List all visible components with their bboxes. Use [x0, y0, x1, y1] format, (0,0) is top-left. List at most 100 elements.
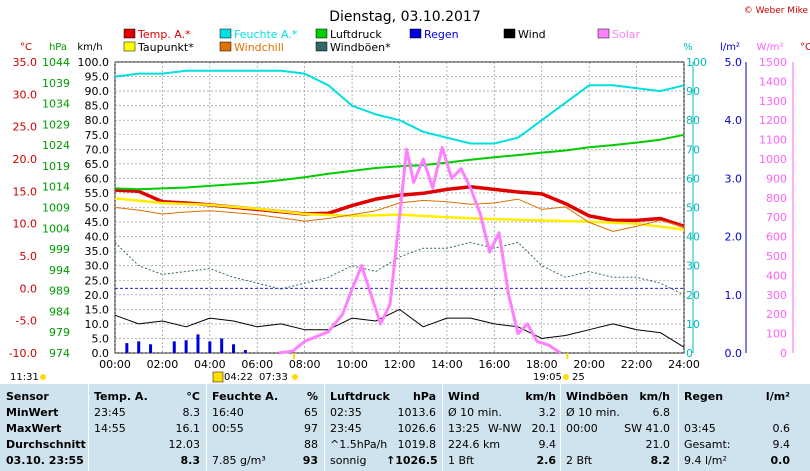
table-cell: 1026.6 — [397, 422, 437, 435]
table-cell: Ø 10 min. — [448, 406, 502, 419]
y-tick-label: 1004 — [42, 222, 70, 235]
y-tick-label: 20.0 — [13, 153, 38, 166]
y-tick-label: 1009 — [42, 202, 70, 215]
table-row: MinWert 23:45 8.3 16:40 65 02:35 1013.6 Ø 10 mi… — [0, 406, 810, 422]
y-tick-label: 100 — [766, 328, 787, 341]
table-cell: 9.4 — [772, 438, 791, 451]
y-tick-label: 200 — [766, 308, 787, 321]
y-tick-label: 979 — [49, 326, 70, 339]
sunrise-rel-label: 04:22 — [224, 372, 253, 383]
table-row: MaxWert 14:55 16.1 00:55 97 23:45 1026.6 13:25 W… — [0, 422, 810, 438]
legend-label: Windböen* — [330, 41, 391, 54]
table-cell: W-NW — [488, 422, 522, 435]
summary-table: Sensor Temp. A. °C Feuchte A. % Luftdruc… — [0, 384, 810, 471]
table-cell: 02:35 — [330, 406, 362, 419]
y-tick-label: 60.0 — [85, 172, 110, 185]
y-tick-label: 30.0 — [13, 88, 38, 101]
legend-swatch — [315, 28, 328, 39]
axis-unit-label: l/m² — [720, 42, 740, 53]
y-tick-label: 0.0 — [725, 347, 743, 360]
header-press-unit: hPa — [412, 390, 436, 403]
y-tick-label: 65.0 — [85, 158, 110, 171]
y-tick-label: 5.0 — [92, 332, 110, 345]
series-line-luftdruck — [114, 133, 685, 191]
y-tick-label: 1400 — [759, 75, 787, 88]
x-tick-label: 02:00 — [147, 358, 179, 371]
table-cell: 00:00 — [566, 422, 598, 435]
header-wind: Wind — [448, 390, 480, 403]
y-tick-label: 1039 — [42, 77, 70, 90]
legend-label: Temp. A.* — [137, 28, 191, 41]
legend-label: Feuchte A.* — [234, 28, 298, 41]
table-divider — [560, 384, 561, 471]
y-tick-label: 700 — [766, 211, 787, 224]
table-cell: 1 Bft — [448, 454, 475, 467]
x-tick-label: 04:00 — [194, 358, 226, 371]
axis-unit-label: % — [683, 42, 693, 53]
table-cell: 88 — [304, 438, 318, 451]
rain-bar — [243, 350, 247, 353]
rain-bar — [220, 338, 224, 353]
rain-bar — [184, 340, 188, 353]
x-tick-label: 00:00 — [99, 358, 131, 371]
legend-swatch — [409, 28, 422, 39]
table-cell: 2.6 — [536, 454, 557, 467]
header-rain: Regen — [684, 390, 724, 403]
y-tick-label: 1029 — [42, 118, 70, 131]
x-tick-label: 10:00 — [336, 358, 368, 371]
y-tick-label: 10.0 — [85, 318, 110, 331]
table-cell: 16.1 — [175, 422, 201, 435]
y-tick-label: 0 — [686, 347, 693, 360]
y-tick-label: 35.0 — [13, 56, 38, 69]
table-cell: 0.0 — [770, 454, 791, 467]
axis-unit-label: °C — [20, 42, 32, 53]
rain-bar — [172, 341, 176, 353]
sunset-label: 19:05 — [533, 372, 562, 383]
table-cell: 9.4 l/m² — [684, 454, 727, 467]
table-cell: 9.4 — [538, 438, 557, 451]
table-cell: 00:55 — [212, 422, 244, 435]
legend-label: Wind — [518, 28, 546, 41]
table-cell: ^1.5hPa/h — [330, 438, 388, 451]
series-line-windchill — [114, 198, 685, 232]
y-tick-label: 50.0 — [85, 202, 110, 215]
table-cell: 13:25 — [448, 422, 480, 435]
rain-bar — [196, 334, 200, 353]
legend-label: Solar — [612, 28, 641, 41]
legend-swatch — [123, 41, 136, 52]
y-tick-label: 984 — [49, 305, 70, 318]
y-tick-label: 30.0 — [85, 260, 110, 273]
table-divider — [442, 384, 443, 471]
table-cell: sonnig — [330, 454, 367, 467]
header-gust: Windböen — [566, 390, 629, 403]
y-tick-label: 1034 — [42, 98, 70, 111]
rain-bar — [125, 343, 129, 353]
legend-swatch — [597, 28, 610, 39]
legend-swatch — [123, 28, 136, 39]
y-tick-label: 100.0 — [78, 56, 110, 69]
table-divider — [324, 384, 325, 471]
y-tick-label: 1100 — [759, 134, 787, 147]
y-tick-label: 1019 — [42, 160, 70, 173]
header-hum: Feuchte A. — [212, 390, 279, 403]
table-cell: 14:55 — [94, 422, 126, 435]
now-label: 11:31 — [10, 372, 39, 383]
sunset-rel-label: 25 — [572, 372, 585, 383]
y-tick-label: 1500 — [759, 56, 787, 69]
y-tick-label: 4.0 — [725, 114, 743, 127]
y-tick-label: 5.0 — [725, 56, 743, 69]
table-divider — [206, 384, 207, 471]
sunset-icon — [563, 374, 569, 380]
sun-icon — [40, 374, 46, 380]
y-tick-label: 35.0 — [85, 245, 110, 258]
axis-unit-label: hPa — [49, 42, 67, 53]
y-tick-label: 100 — [686, 56, 707, 69]
table-cell: MinWert — [6, 406, 59, 419]
y-tick-label: 25.0 — [85, 274, 110, 287]
table-cell: Durchschnitt — [6, 438, 86, 451]
y-tick-label: -10.0 — [9, 347, 37, 360]
y-tick-label: 45.0 — [85, 216, 110, 229]
x-tick-label: 06:00 — [241, 358, 273, 371]
table-cell: 0.6 — [772, 422, 791, 435]
y-tick-label: 400 — [766, 269, 787, 282]
